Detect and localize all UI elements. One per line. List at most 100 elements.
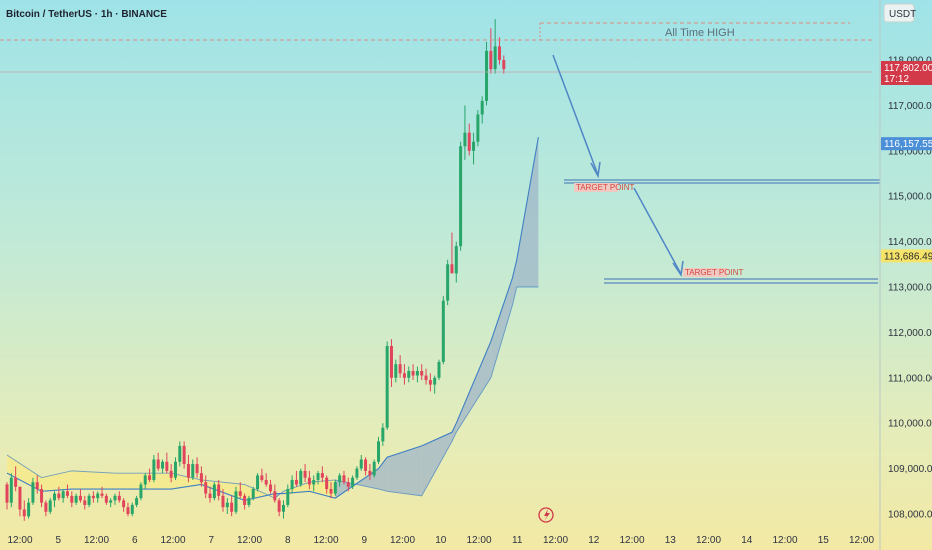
y-tick-label: 110,000.00 [888,419,932,430]
candle [152,454,156,483]
candle [286,484,290,508]
candle [303,464,307,483]
candle-body [368,470,372,476]
candle-body [325,477,329,490]
candle-body [247,498,251,505]
candle [57,486,61,501]
candle-body [217,484,221,496]
candle-body [415,370,419,376]
candle [31,477,35,505]
time-axis[interactable]: 12:00 5 12:00 6 12:00 7 12:00 8 12:00 9 12:00 10 12:… [7,535,874,546]
candle [130,502,134,517]
candle [256,473,260,492]
candle-body [372,461,376,476]
candle-body [264,479,268,485]
x-tick-label: 14 [741,535,753,546]
candle-body [428,380,432,385]
candle-body [493,46,497,70]
candle [497,37,501,65]
candle-body [286,489,290,505]
candle-body [143,475,147,485]
candle-body [139,484,143,499]
candle [398,355,402,378]
x-tick-label: 8 [285,535,291,546]
candle [178,441,182,467]
price-tag-value: 116,157.55 [884,139,932,150]
candle-body [346,482,350,487]
candle [467,123,471,156]
candle [372,459,376,478]
y-tick-label: 114,000.00 [888,237,932,248]
cloud-segment [115,473,172,490]
cloud-segment [456,341,491,433]
candle [485,41,489,106]
candle-body [303,470,307,478]
currency-badge[interactable] [883,3,915,23]
candle [96,491,100,503]
candle [139,482,143,501]
candle [294,470,298,487]
target-label-2: TARGET POINT [685,268,743,277]
candle-body [186,464,190,478]
candle-body [364,459,368,471]
candle-body [472,141,476,151]
candle [186,454,190,483]
candle-body [420,370,424,376]
candle [74,493,78,505]
candle [251,486,255,501]
ichimoku-cloud [6,137,539,501]
candle-body [338,475,342,483]
x-tick-label: 12:00 [237,535,262,546]
candle-body [135,498,139,505]
target-label-1: TARGET POINT [576,183,634,192]
candle-body [497,46,501,60]
x-tick-label: 12:00 [466,535,491,546]
candle [433,375,437,394]
x-tick-label: 12:00 [619,535,644,546]
candle-body [130,504,134,514]
candle-body [441,300,445,362]
candle [402,364,406,385]
y-tick-label: 116,000.00 [888,146,932,157]
candle [307,470,311,490]
candle [290,475,294,494]
candle-body [100,493,104,496]
candle-body [342,475,346,483]
candle [195,457,199,478]
candle-body [225,502,229,508]
candle-body [148,475,152,480]
candle-body [204,482,208,494]
candle-body [74,495,78,503]
candle [346,477,350,492]
candle-body [446,264,450,301]
cloud-span-a [6,137,539,501]
candle [212,482,216,501]
cloud-span-b [6,286,539,499]
candle [269,479,273,494]
candle-body [320,473,324,478]
lightning-icon[interactable] [538,507,554,523]
price-axis[interactable]: USDT 108,000.00 109,000.00 110,000.00 111,0… [879,0,932,550]
candle [217,479,221,501]
candle [165,452,169,474]
candle [122,498,126,512]
candle [191,459,195,480]
candle-body [27,502,31,517]
candle [299,468,303,487]
candle [459,141,463,251]
candle [333,479,337,496]
candle [364,457,368,476]
candle [135,495,139,508]
candle-body [316,473,320,480]
forecast-arrow-1 [552,54,599,176]
candle [480,96,484,124]
x-tick-label: 12:00 [849,535,874,546]
candle-body [104,495,108,503]
x-tick-label: 12:00 [772,535,797,546]
x-tick-label: 12:00 [696,535,721,546]
candle [5,482,9,510]
candle [113,493,117,505]
